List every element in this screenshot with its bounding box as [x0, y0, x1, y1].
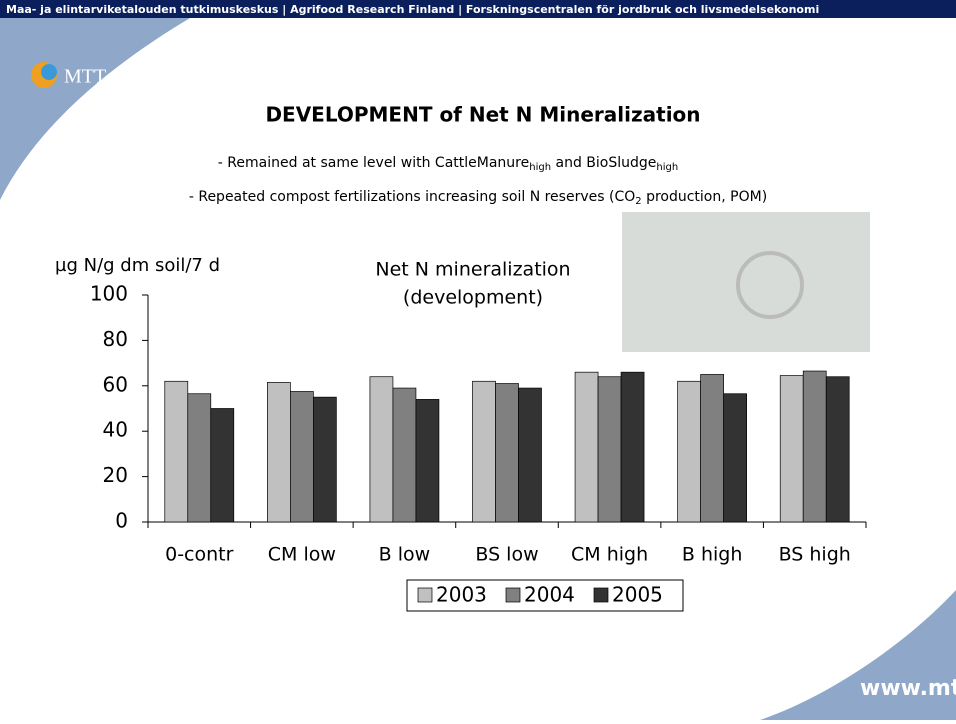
bar	[780, 376, 803, 522]
chart-title: Net N mineralization	[375, 259, 570, 281]
footer-url: www.mtt.fi	[860, 676, 956, 701]
bar	[678, 381, 701, 522]
y-tick-label: 60	[103, 372, 128, 396]
bullet-text: and BioSludge	[551, 155, 656, 171]
legend-label: 2003	[436, 583, 487, 607]
legend-swatch	[418, 588, 432, 602]
bar	[724, 394, 747, 522]
legend-swatch	[594, 588, 608, 602]
bar	[496, 384, 519, 522]
subscript: high	[656, 162, 678, 173]
legend-swatch	[506, 588, 520, 602]
x-tick-label: CM low	[268, 544, 336, 566]
bar	[803, 371, 826, 522]
bullet: - Remained at same level with CattleManu…	[218, 155, 678, 173]
slide: Maa- ja elintarviketalouden tutkimuskesk…	[0, 0, 956, 720]
bar	[211, 409, 234, 523]
y-tick-label: 80	[103, 327, 128, 351]
bullet-text: - Remained at same level with CattleManu…	[218, 155, 529, 171]
bar	[165, 381, 188, 522]
bullet: - Repeated compost fertilizations increa…	[189, 189, 767, 207]
y-tick-label: 40	[103, 418, 128, 442]
legend-label: 2005	[612, 583, 663, 607]
photo	[622, 212, 870, 352]
chart-title: (development)	[403, 287, 543, 309]
bar	[598, 377, 621, 522]
bar	[473, 381, 496, 522]
y-tick-label: 20	[103, 463, 128, 487]
legend-label: 2004	[524, 583, 575, 607]
header-text: Maa- ja elintarviketalouden tutkimuskesk…	[6, 3, 819, 16]
bar	[575, 372, 598, 522]
x-tick-label: 0-contr	[165, 544, 234, 566]
bar	[701, 374, 724, 522]
bar	[290, 391, 313, 522]
x-tick-label: BS high	[779, 544, 851, 566]
bar	[826, 377, 849, 522]
y-axis-label: µg N/g dm soil/7 d	[55, 255, 220, 276]
bar	[188, 394, 211, 522]
bullet-text: production, POM)	[642, 189, 768, 205]
bar	[267, 382, 290, 522]
y-tick-label: 0	[115, 509, 128, 533]
x-tick-label: BS low	[475, 544, 538, 566]
bar	[393, 388, 416, 522]
bar	[370, 377, 393, 522]
logo-text: MTT	[64, 66, 106, 88]
y-tick-label: 100	[90, 282, 128, 306]
page: Maa- ja elintarviketalouden tutkimuskesk…	[0, 0, 956, 720]
bar	[313, 397, 336, 522]
x-tick-label: B high	[682, 544, 743, 566]
bullet-text: - Repeated compost fertilizations increa…	[189, 189, 635, 205]
slide-title: DEVELOPMENT of Net N Mineralization	[265, 103, 700, 127]
x-tick-label: B low	[379, 544, 431, 566]
bar	[621, 372, 644, 522]
subscript: high	[529, 162, 551, 173]
bar	[416, 399, 439, 522]
bar	[519, 388, 542, 522]
logo-mark	[41, 64, 57, 80]
x-tick-label: CM high	[571, 544, 648, 566]
